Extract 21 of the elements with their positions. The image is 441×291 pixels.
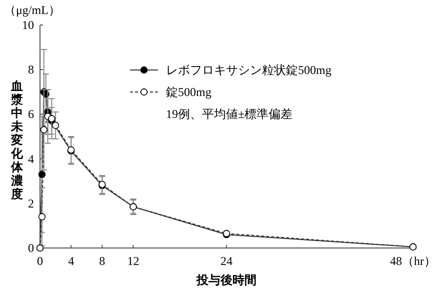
x-tick-label: 8	[99, 254, 106, 268]
x-tick-label: 48（hr）	[390, 254, 436, 268]
text: （μg/mL）	[4, 3, 60, 17]
annotation: 19例、平均値±標準偏差	[166, 107, 293, 121]
y-tick-label: 0	[28, 241, 34, 255]
x-tick-label: 4	[68, 254, 74, 268]
x-tick-label: 0	[37, 254, 43, 268]
y-tick-label: 2	[28, 196, 34, 210]
point	[40, 126, 48, 134]
text: 血漿中未変化体濃度	[11, 79, 23, 201]
y-tick-label: 8	[28, 62, 34, 77]
point	[52, 122, 60, 129]
y-tick-label: 4	[28, 152, 34, 166]
x-tick-label: 24	[220, 254, 232, 268]
y-tick-label: 6	[28, 107, 34, 122]
x-tick-label: 12	[127, 254, 140, 268]
x-axis-title: 投与後時間	[196, 273, 256, 287]
legend-label: レボフロキサシン粒状錠500mg	[166, 63, 332, 77]
point	[38, 213, 46, 220]
legend-label: 錠500mg	[166, 85, 212, 99]
y-tick-label: 10	[22, 18, 34, 32]
